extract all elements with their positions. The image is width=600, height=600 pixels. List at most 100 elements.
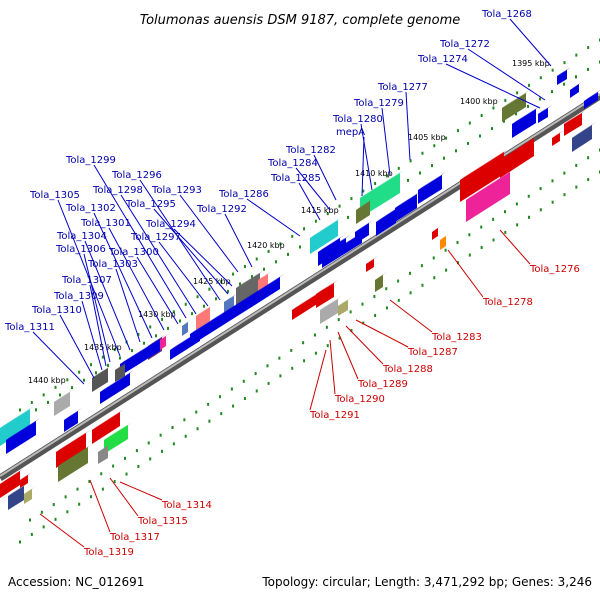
gene-label: Tola_1310 [31, 305, 82, 316]
scale-tick [254, 372, 257, 376]
gene-block [375, 275, 383, 292]
scale-tick [445, 136, 448, 140]
scale-tick [291, 234, 294, 238]
label-leader [119, 481, 163, 501]
scale-tick [251, 275, 253, 279]
scale-tick [527, 104, 529, 108]
accession-text: Accession: NC_012691 [8, 575, 144, 589]
scale-tick [287, 252, 289, 256]
scale-label: 1420 kbp [247, 241, 285, 250]
reverse-gene-top [258, 271, 272, 280]
scale-tick [66, 510, 69, 514]
scale-tick [468, 233, 471, 237]
gene-label: Tola_1317 [109, 532, 160, 543]
label-leader [81, 300, 103, 371]
scale-tick [325, 325, 328, 329]
scale-tick [563, 171, 566, 175]
scale-tick [397, 166, 400, 170]
label-leader [360, 123, 373, 191]
scale-tick [350, 329, 353, 333]
scale-tick [125, 472, 128, 476]
scale-tick [563, 61, 566, 65]
scale-tick [374, 181, 377, 185]
scale-tick [468, 121, 471, 125]
gene-block [236, 273, 260, 306]
scale-tick [551, 179, 554, 183]
gene-label: Tola_1311 [4, 322, 55, 333]
gene-label: Tola_1290 [334, 394, 385, 405]
scale-tick [243, 397, 246, 401]
gene-block [572, 125, 592, 152]
reverse-gene-top [0, 468, 24, 484]
scale-tick [420, 264, 423, 268]
scale-tick [255, 257, 258, 261]
scale-tick [409, 271, 411, 275]
scale-tick [40, 510, 43, 514]
gene-block-top [310, 217, 342, 238]
scale-tick [219, 395, 221, 399]
scale-tick [515, 202, 518, 206]
scale-tick [347, 215, 349, 219]
gene-block-top [98, 443, 112, 452]
gene-block [320, 299, 338, 324]
gene-label: Tola_1297 [130, 232, 181, 243]
scale-tick [551, 90, 553, 94]
scale-tick [135, 449, 138, 453]
forward-gene-top [355, 220, 373, 232]
scale-tick [432, 256, 435, 260]
scale-tick [279, 242, 282, 246]
reverse-gene [460, 152, 504, 202]
scale-label: 1400 kbp [460, 97, 498, 106]
scale-tick [587, 46, 590, 50]
label-leader [158, 241, 209, 307]
gene-label: mepA [336, 127, 365, 138]
label-leader [39, 513, 85, 548]
gene-block [92, 368, 108, 392]
gene-block-top [572, 122, 596, 138]
forward-gene [376, 209, 396, 236]
gene-block [54, 392, 70, 416]
gene-label: Tola_1319 [83, 547, 134, 558]
scale-tick [480, 114, 483, 118]
topology-summary: Topology: circular; Length: 3,471,292 bp… [261, 575, 592, 589]
scale-tick [362, 321, 365, 325]
scale-tick [516, 223, 519, 227]
forward-gene [557, 70, 567, 85]
gene-label: Tola_1305 [29, 190, 80, 201]
gene-block [338, 300, 348, 316]
scale-tick [143, 341, 145, 345]
scale-tick [203, 304, 205, 308]
scale-tick [385, 306, 388, 310]
gene-block-top [182, 319, 192, 326]
reverse-gene-top [564, 110, 586, 124]
forward-gene [64, 411, 78, 432]
forward-gene [6, 421, 36, 454]
scale-tick [215, 297, 217, 301]
forward-gene [584, 92, 598, 109]
scale-tick [172, 442, 175, 446]
gene-label: Tola_1286 [218, 189, 269, 200]
scale-tick [407, 178, 409, 182]
gene-label: Tola_1279 [353, 98, 404, 109]
scale-tick [373, 294, 376, 298]
scale-tick [504, 98, 507, 102]
gene-label: Tola_1287 [407, 347, 458, 358]
scale-tick [468, 253, 471, 257]
label-leader [345, 325, 384, 365]
scale-tick [409, 159, 412, 163]
scale-tick [397, 279, 400, 283]
forward-gene-top [584, 90, 600, 101]
scale-tick [208, 419, 211, 423]
scale-tick [242, 379, 245, 383]
scale-tick [587, 178, 590, 182]
scale-tick [479, 134, 481, 138]
scale-tick [83, 378, 85, 382]
scale-tick [161, 449, 164, 453]
label-leader [139, 179, 221, 301]
scale-tick [539, 187, 542, 191]
scale-tick [220, 280, 223, 284]
gene-block-top [24, 486, 36, 494]
reverse-gene-top [196, 304, 214, 316]
scale-tick [179, 319, 181, 323]
gene-label: Tola_1277 [377, 82, 428, 93]
